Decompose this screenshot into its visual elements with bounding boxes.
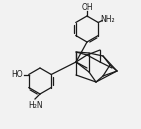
Text: H₂N: H₂N: [29, 100, 43, 110]
Text: HO: HO: [11, 70, 23, 79]
Text: NH₂: NH₂: [100, 15, 115, 24]
Text: OH: OH: [81, 3, 93, 13]
